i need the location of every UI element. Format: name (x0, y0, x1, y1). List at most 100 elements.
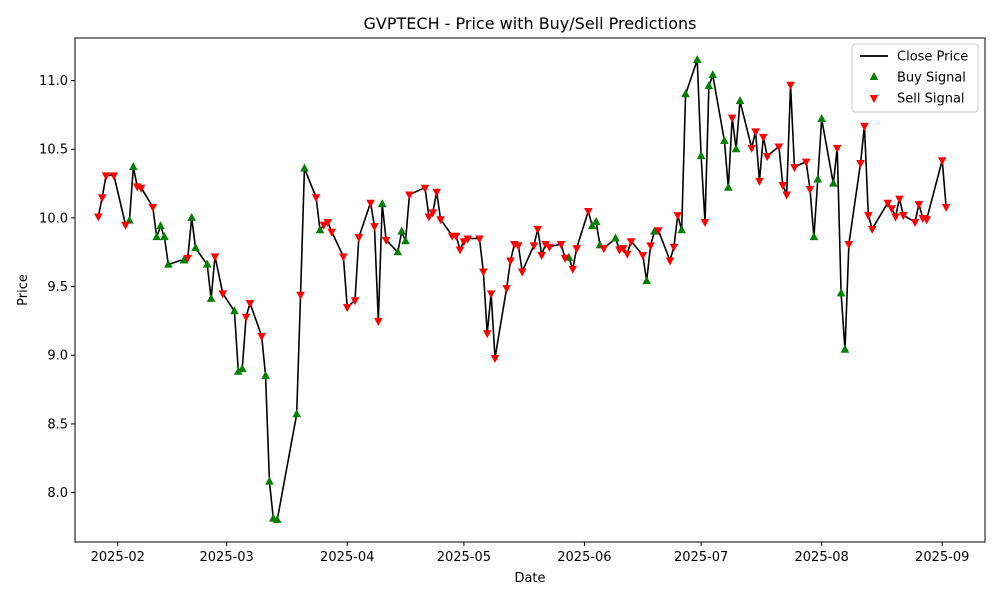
y-axis-label: Price (16, 274, 31, 306)
buy-signal-marker (261, 370, 270, 379)
sell-signal-marker (451, 232, 461, 241)
buy-signal-marker (677, 225, 686, 234)
sell-signal-marker (556, 240, 566, 249)
sell-signal-marker (350, 297, 360, 306)
sell-signal-marker (832, 144, 842, 153)
sell-signal-marker (646, 242, 655, 251)
sell-signal-marker (490, 354, 500, 363)
x-tick-label: 2025-02 (91, 550, 145, 565)
x-tick-label: 2025-08 (795, 550, 849, 565)
sell-signal-marker (560, 254, 570, 263)
sell-signal-marker (619, 245, 628, 254)
axes: 2025-02 2025-03 2025-04 2025-05 2025-06 2025-… (39, 37, 986, 565)
sell-signal-marker (210, 253, 220, 262)
x-tick-label: 2025-07 (674, 550, 728, 565)
buy-signal-marker (696, 151, 706, 160)
sell-signal-marker (514, 242, 523, 251)
sell-signal-marker (366, 199, 375, 208)
sell-signal-marker (455, 246, 465, 255)
sell-signal-marker (545, 243, 554, 252)
sell-signal-marker (584, 208, 593, 217)
legend-label: Sell Signal (897, 92, 965, 107)
legend-buy-signal: Buy Signal (869, 71, 966, 86)
sell-signal-marker (183, 254, 193, 263)
sell-signal-marker (405, 191, 414, 200)
buy-signal-marker (731, 144, 741, 153)
sell-signal-marker (424, 213, 434, 222)
buy-signal-marker (650, 226, 659, 235)
buy-signal-marker (191, 243, 200, 252)
sell-signal-marker (856, 159, 865, 168)
axes-frame (74, 37, 986, 543)
x-tick-label: 2025-06 (557, 550, 611, 565)
x-axis-label: Date (514, 571, 545, 586)
sell-signal-marker (529, 242, 539, 251)
sell-signal-marker (327, 228, 336, 237)
sell-signal-marker (782, 191, 791, 200)
buy-signal-marker (611, 233, 620, 242)
buy-signal-marker (265, 476, 274, 485)
buy-signal-marker (315, 225, 325, 234)
buy-signal-marker (393, 247, 403, 256)
sell-signal-marker (665, 257, 675, 266)
sell-signal-marker (790, 164, 799, 173)
sell-signal-marker (626, 238, 636, 247)
sell-signal-marker (94, 213, 103, 222)
y-tick-label: 8.5 (47, 417, 68, 432)
sell-signal-marker (700, 219, 710, 228)
sell-signal-marker (805, 186, 815, 195)
legend-box (851, 43, 979, 113)
sell-signal-marker (533, 225, 543, 234)
sell-signal-marker (844, 240, 854, 249)
sell-signal-marker (121, 221, 130, 230)
y-tick-label: 10.5 (39, 143, 68, 158)
sell-signal-marker (673, 212, 683, 221)
sell-signal-marker (638, 251, 648, 260)
buy-signal-marker (704, 81, 714, 90)
sell-signal-marker (241, 313, 251, 322)
sell-signal-marker (101, 172, 111, 181)
sell-signal-marker (937, 157, 947, 166)
sell-signal-marker (374, 317, 383, 326)
sell-signal-marker (339, 253, 348, 262)
sell-signal-marker (311, 194, 321, 203)
sell-signal-marker (751, 128, 760, 137)
buy-signal-marker (724, 182, 733, 191)
buy-signal-marker (829, 178, 838, 187)
buy-signal-marker (397, 226, 406, 235)
sell-signal-marker (941, 203, 951, 212)
sell-signal-marker (867, 225, 877, 234)
x-tick-label: 2025-09 (915, 550, 969, 565)
buy-signal-marker (156, 221, 165, 230)
legend: Close Price Buy Signal Sell Signal (851, 43, 979, 113)
sell-signal-marker (432, 188, 441, 197)
buy-signal-marker (840, 344, 850, 353)
buy-signal-marker (735, 96, 745, 105)
sell-signal-marker (599, 245, 609, 254)
buy-signal-marker (179, 255, 189, 264)
legend-sell-swatch (869, 95, 879, 103)
sell-signal-marker (486, 290, 496, 299)
sell-signal-marker (97, 194, 107, 203)
sell-signal-marker (762, 153, 772, 162)
sell-signal-marker (786, 81, 795, 90)
chart-title: GVPTECH - Price with Buy/Sell Prediction… (364, 14, 697, 33)
y-tick-label: 10.0 (39, 211, 68, 226)
sell-signal-marker (755, 177, 764, 186)
sell-signal-marker (727, 114, 737, 123)
y-tick-label: 9.5 (47, 280, 68, 295)
sell-signal-marker (109, 172, 119, 181)
sell-signal-marker (887, 205, 896, 214)
sell-signal-marker (502, 284, 511, 293)
buy-signal-marker (125, 215, 134, 224)
x-tick-label: 2025-05 (437, 550, 491, 565)
sell-signal-marker (257, 333, 266, 342)
sell-signal-marker (342, 304, 352, 313)
sell-signal-marker (218, 290, 228, 299)
sell-signal-marker (860, 122, 869, 131)
sell-signal-marker (354, 234, 364, 243)
sell-signal-marker (381, 236, 391, 245)
sell-signal-marker (245, 300, 255, 309)
buy-signal-marker (234, 366, 243, 375)
